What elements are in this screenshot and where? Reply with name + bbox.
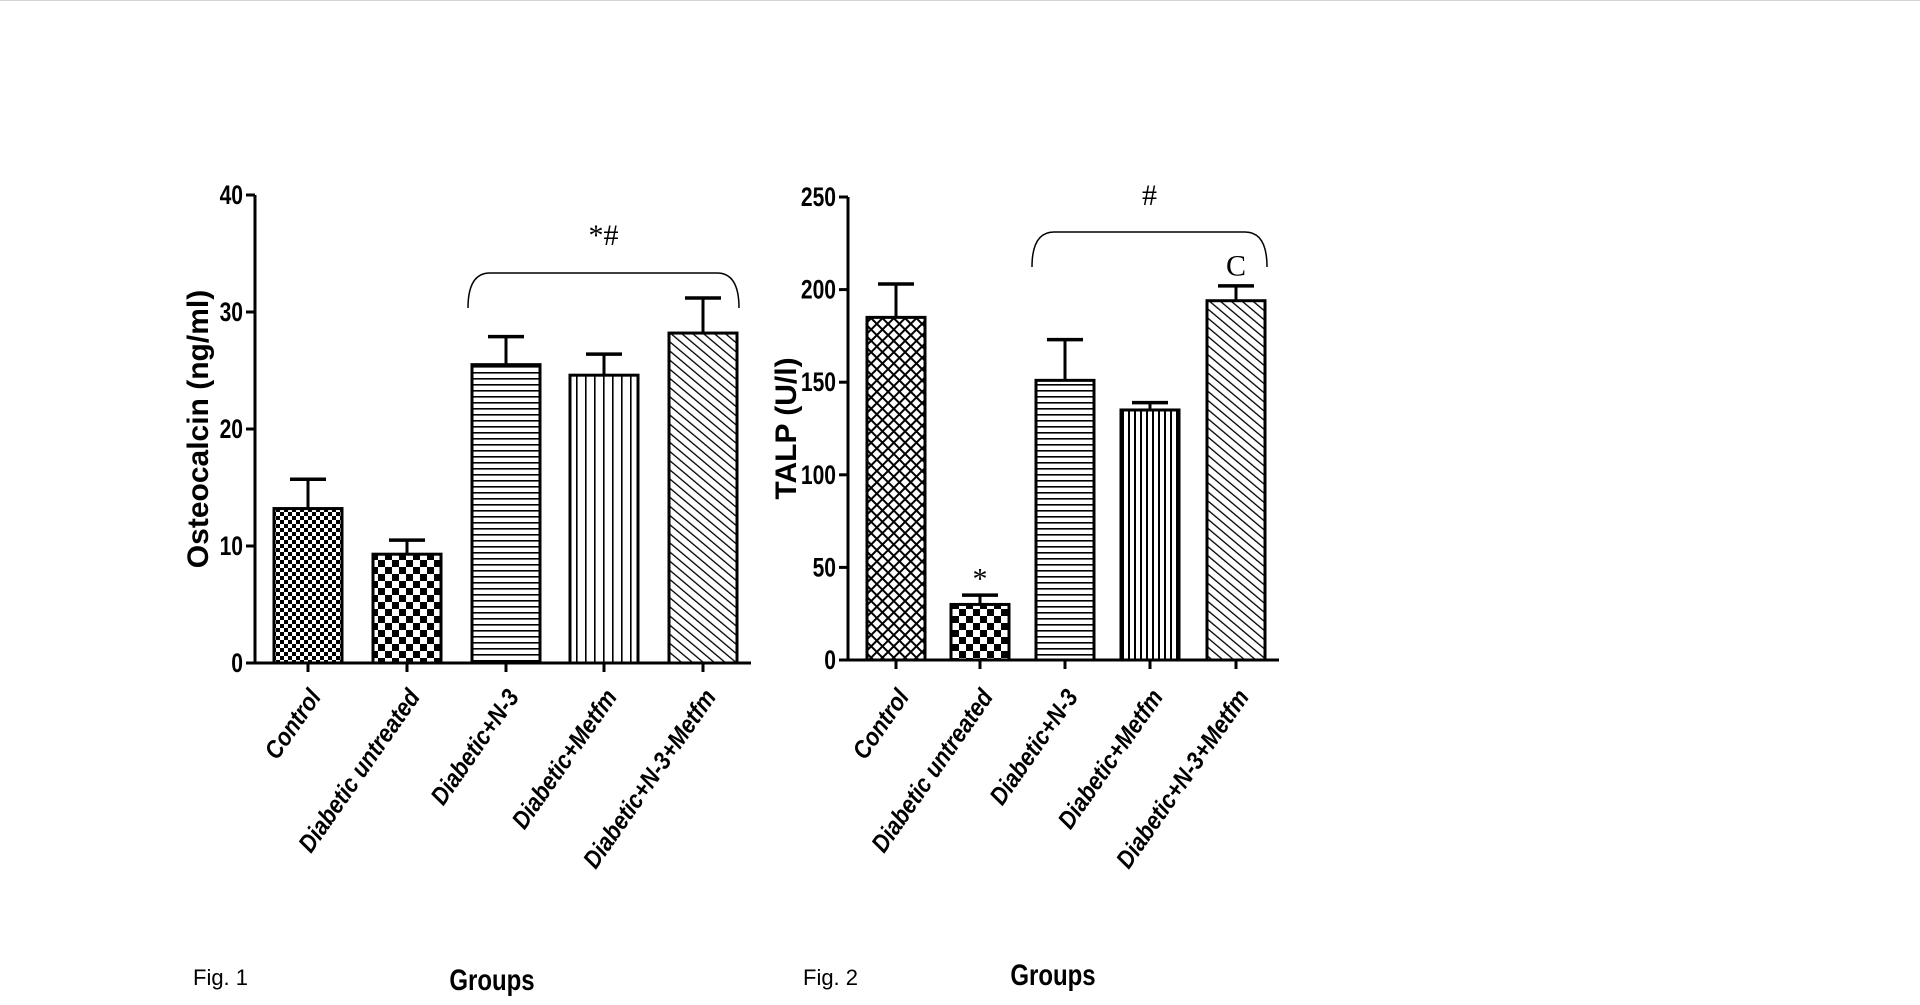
figure-2-caption: Fig. 2 xyxy=(803,965,858,990)
y-tick-label: 10 xyxy=(220,532,243,562)
bar-1 xyxy=(272,507,344,665)
y-axis-title: Osteocalcin (ng/ml) xyxy=(182,290,215,568)
y-tick-label: 50 xyxy=(813,553,836,583)
y-tick-label: 20 xyxy=(220,415,243,445)
y-tick-label: 0 xyxy=(231,649,243,679)
category-label-4: Diabetic+Metfm xyxy=(506,684,622,833)
bar-1 xyxy=(865,315,927,662)
category-label-3: Diabetic+N-3 xyxy=(984,684,1083,809)
category-label-3: Diabetic+N-3 xyxy=(425,684,524,809)
category-label-1: Control xyxy=(847,684,915,764)
page-top-rule xyxy=(0,0,1920,1)
y-tick-label: 200 xyxy=(801,275,836,305)
bar-5 xyxy=(667,331,739,665)
category-label-1: Control xyxy=(259,684,327,764)
bar-3 xyxy=(470,363,542,665)
y-tick-label: 40 xyxy=(220,181,243,211)
y-axis-title: TALP (U/l) xyxy=(770,357,803,499)
y-tick-label: 30 xyxy=(220,298,243,328)
x-axis-title: Groups xyxy=(449,962,534,996)
bar-2 xyxy=(371,552,443,665)
significance-marker: C xyxy=(1226,250,1246,283)
x-axis-title: Groups xyxy=(1010,957,1095,991)
osteocalcin-chart: 0 10 20 30 40 Osteocalcin (ng/ml) Control Diabe… xyxy=(182,181,751,997)
bar-5 xyxy=(1205,299,1267,662)
y-tick-label: 0 xyxy=(824,646,836,676)
bar-4 xyxy=(568,373,640,665)
figure-1-caption: Fig. 1 xyxy=(193,965,248,990)
y-tick-label: 250 xyxy=(801,183,836,213)
bar-4 xyxy=(1119,408,1181,662)
y-tick-label: 150 xyxy=(801,368,836,398)
significance-marker: # xyxy=(1142,179,1157,212)
y-tick-label: 100 xyxy=(801,460,836,490)
bar-2 xyxy=(949,602,1011,662)
significance-bracket xyxy=(467,272,740,309)
significance-marker: * xyxy=(973,563,988,596)
talp-chart: 0 50 100 150 200 250 TALP (U/l) Control Diabetic… xyxy=(770,179,1279,992)
bar-3 xyxy=(1034,378,1096,662)
significance-marker: *# xyxy=(589,219,619,252)
significance-bracket xyxy=(1031,231,1268,268)
